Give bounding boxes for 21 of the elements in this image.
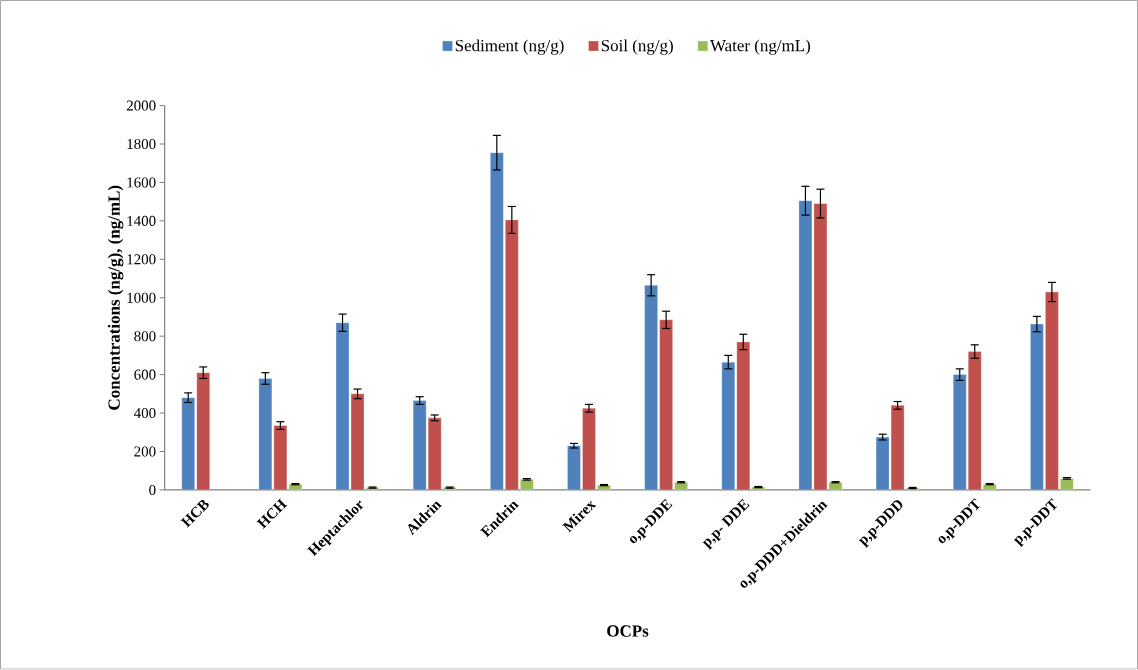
x-axis-title: OCPs (607, 625, 649, 637)
bar (196, 372, 210, 491)
y-tick-label: 1200 (127, 254, 156, 265)
legend-label: Soil (ng/g) (601, 39, 673, 55)
y-axis-title: Concentrations (ng/g), (ng/mL) (107, 185, 124, 410)
bar (1045, 292, 1059, 491)
y-tick-label: 2000 (126, 100, 156, 111)
legend-label: Water (ng/mL) (710, 39, 811, 55)
y-tick-label: 1600 (127, 177, 156, 188)
y-tick-label: 1000 (127, 292, 156, 303)
y-tick-label: 600 (134, 369, 156, 380)
y-tick-label: 400 (133, 408, 156, 419)
y-tick-label: 1800 (127, 139, 156, 150)
bar (1030, 324, 1044, 491)
y-tick-label: 200 (134, 446, 156, 457)
bar (181, 397, 195, 491)
bar (1060, 478, 1074, 491)
y-tick-label: 0 (149, 485, 156, 496)
y-tick-label: 800 (134, 331, 156, 342)
y-tick-label: 1400 (127, 216, 156, 227)
legend-label: Sediment (ng/g) (455, 39, 564, 55)
